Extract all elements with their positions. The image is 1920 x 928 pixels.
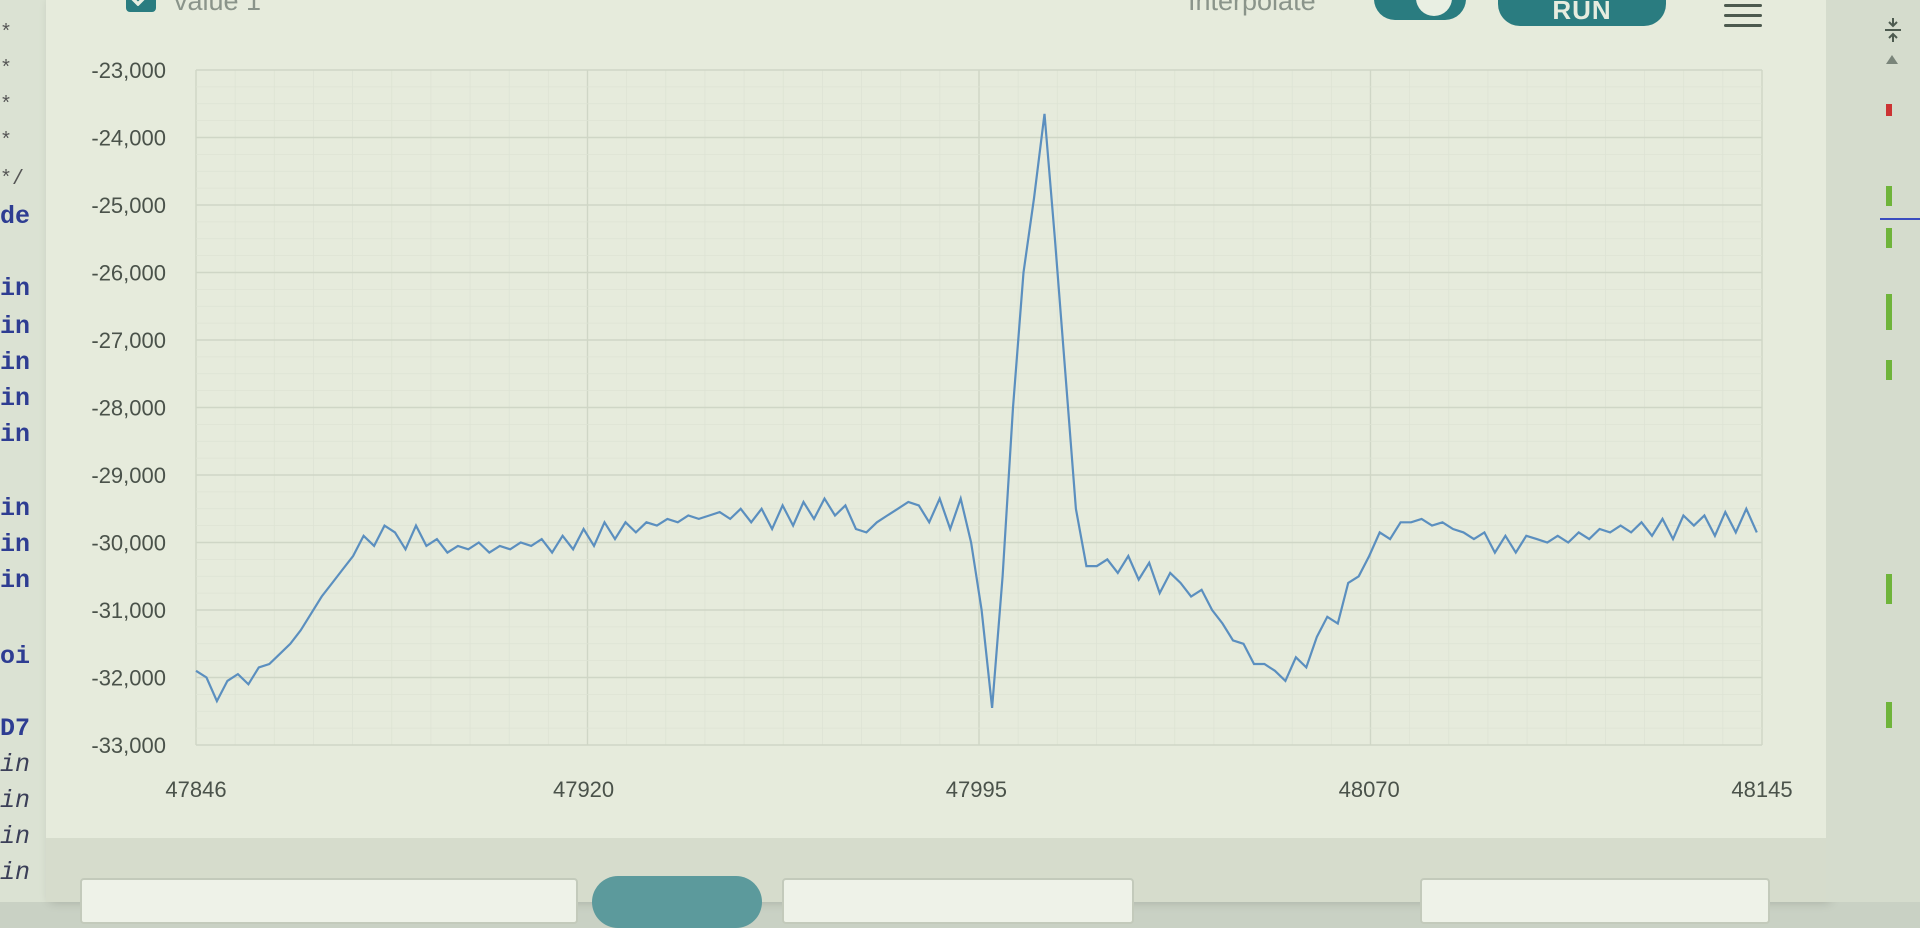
error-mark: [1886, 104, 1892, 116]
vertical-grid: [195, 70, 1763, 745]
horizontal-grid: [196, 69, 1762, 746]
x-tick-label: 48070: [1339, 777, 1400, 802]
plotter-toolbar: value 1 Interpolate RUN: [46, 0, 1826, 40]
code-line: D7: [0, 714, 31, 743]
code-line: in: [0, 420, 31, 449]
y-tick-label: -25,000: [91, 193, 166, 218]
interpolate-label: Interpolate: [1188, 0, 1316, 16]
code-line: in: [0, 530, 31, 559]
split-editor-icon[interactable]: [1882, 14, 1904, 46]
viewport-indicator: [1880, 218, 1920, 220]
interpolate-toggle[interactable]: [1374, 0, 1466, 20]
x-tick-label: 47846: [165, 777, 226, 802]
code-line: */: [0, 168, 25, 191]
x-axis-ticks: 47846 47920 47995 48070 48145: [165, 777, 1792, 802]
change-mark: [1886, 228, 1892, 248]
y-tick-label: -29,000: [91, 463, 166, 488]
editor-overview-ruler: [1826, 0, 1920, 902]
run-button[interactable]: RUN: [1498, 0, 1666, 26]
change-mark: [1886, 294, 1892, 330]
y-tick-label: -28,000: [91, 396, 166, 421]
code-editor-strip: * * * * */ de in in in in in in in in oi D7 in in in in: [0, 0, 46, 902]
scroll-up-icon[interactable]: [1884, 52, 1900, 66]
baud-rate-select[interactable]: [1420, 878, 1770, 924]
code-line: in: [0, 274, 31, 303]
x-tick-label: 47920: [553, 777, 614, 802]
series-label: value 1: [174, 0, 262, 16]
change-mark: [1886, 574, 1892, 604]
code-line: oi: [0, 642, 31, 671]
serial-plotter-window: value 1 Interpolate RUN -23,000 -24,000 -2…: [46, 0, 1826, 928]
x-tick-label: 47995: [946, 777, 1007, 802]
menu-icon[interactable]: [1724, 4, 1762, 27]
code-line: in: [0, 786, 31, 815]
series-line-value-1: [195, 113, 1758, 709]
code-line: *: [0, 94, 13, 117]
y-tick-label: -27,000: [91, 328, 166, 353]
y-tick-label: -32,000: [91, 666, 166, 691]
code-line: in: [0, 494, 31, 523]
code-line: in: [0, 312, 31, 341]
y-tick-label: -24,000: [91, 126, 166, 151]
line-ending-select[interactable]: [782, 878, 1134, 924]
check-icon: [131, 0, 145, 6]
code-line: in: [0, 384, 31, 413]
code-line: *: [0, 22, 13, 45]
code-line: de: [0, 202, 31, 231]
send-button[interactable]: [592, 876, 762, 928]
series-checkbox[interactable]: [126, 0, 156, 12]
y-tick-label: -33,000: [91, 733, 166, 758]
y-axis-ticks: -23,000 -24,000 -25,000 -26,000 -27,000 -28,0…: [91, 58, 166, 758]
message-input[interactable]: [80, 878, 578, 924]
y-tick-label: -31,000: [91, 598, 166, 623]
code-line: *: [0, 58, 13, 81]
code-line: in: [0, 822, 31, 851]
code-line: in: [0, 750, 31, 779]
change-mark: [1886, 360, 1892, 380]
y-tick-label: -30,000: [91, 531, 166, 556]
y-tick-label: -26,000: [91, 261, 166, 286]
code-line: in: [0, 348, 31, 377]
code-line: in: [0, 566, 31, 595]
change-mark: [1886, 186, 1892, 206]
y-tick-label: -23,000: [91, 58, 166, 83]
toggle-knob: [1416, 0, 1452, 16]
x-tick-label: 48145: [1731, 777, 1792, 802]
code-line: in: [0, 858, 31, 887]
change-mark: [1886, 702, 1892, 728]
code-line: *: [0, 130, 13, 153]
line-chart: -23,000 -24,000 -25,000 -26,000 -27,000 -28,0…: [91, 58, 1792, 802]
